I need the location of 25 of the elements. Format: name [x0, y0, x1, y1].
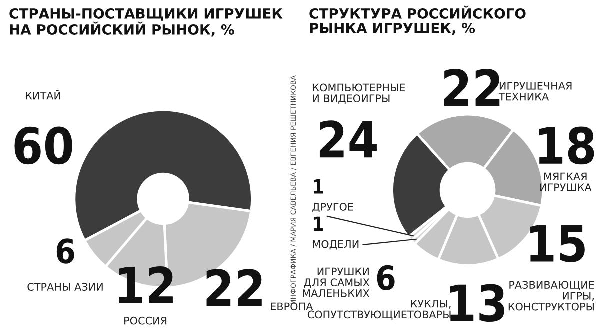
slice-label: ЕВРОПА — [271, 302, 314, 311]
slice-label: КИТАЙ — [26, 90, 60, 100]
data-label: 60 — [14, 126, 72, 165]
slice-label: КОМПЬЮТЕРНЫЕ И ВИДЕОИГРЫ — [313, 84, 406, 104]
data-label: 22 — [444, 68, 500, 106]
slice-label: РОССИЯ — [124, 316, 167, 325]
data-label: 24 — [320, 120, 377, 158]
data-label: 22 — [206, 269, 262, 306]
data-label: 6 — [377, 265, 395, 291]
data-label: 6 — [56, 238, 74, 264]
data-label: 1 — [314, 180, 324, 194]
slice-label: СТРАНЫ АЗИИ — [28, 283, 103, 291]
slice-label: ДРУГОЕ — [312, 203, 354, 212]
data-label: 15 — [530, 225, 585, 262]
slice-label: МЯГКАЯ ИГРУШКА — [540, 172, 592, 192]
data-label: 1 — [314, 216, 324, 232]
data-label: 13 — [450, 284, 504, 322]
slice-label: РАЗВИВАЮЩИЕ ИГРЫ, КОНСТРУКТОРЫ — [508, 281, 594, 311]
data-label: 18 — [539, 126, 594, 165]
chart-title: СТРУКТУРА РОССИЙСКОГО РЫНКА ИГРУШЕК, % — [310, 6, 526, 36]
slice-label: ИГРУШКИ ДЛЯ САМЫХ МАЛЕНЬКИХ — [303, 268, 370, 298]
slice-label: МОДЕЛИ — [313, 240, 359, 250]
data-label: 12 — [119, 266, 173, 304]
chart-title: СТРАНЫ-ПОСТАВЩИКИ ИГРУШЕК НА РОССИЙСКИЙ РЫНОК, % — [10, 8, 283, 37]
slice-label: ИГРУШЕЧНАЯ ТЕХНИКА — [498, 82, 572, 101]
